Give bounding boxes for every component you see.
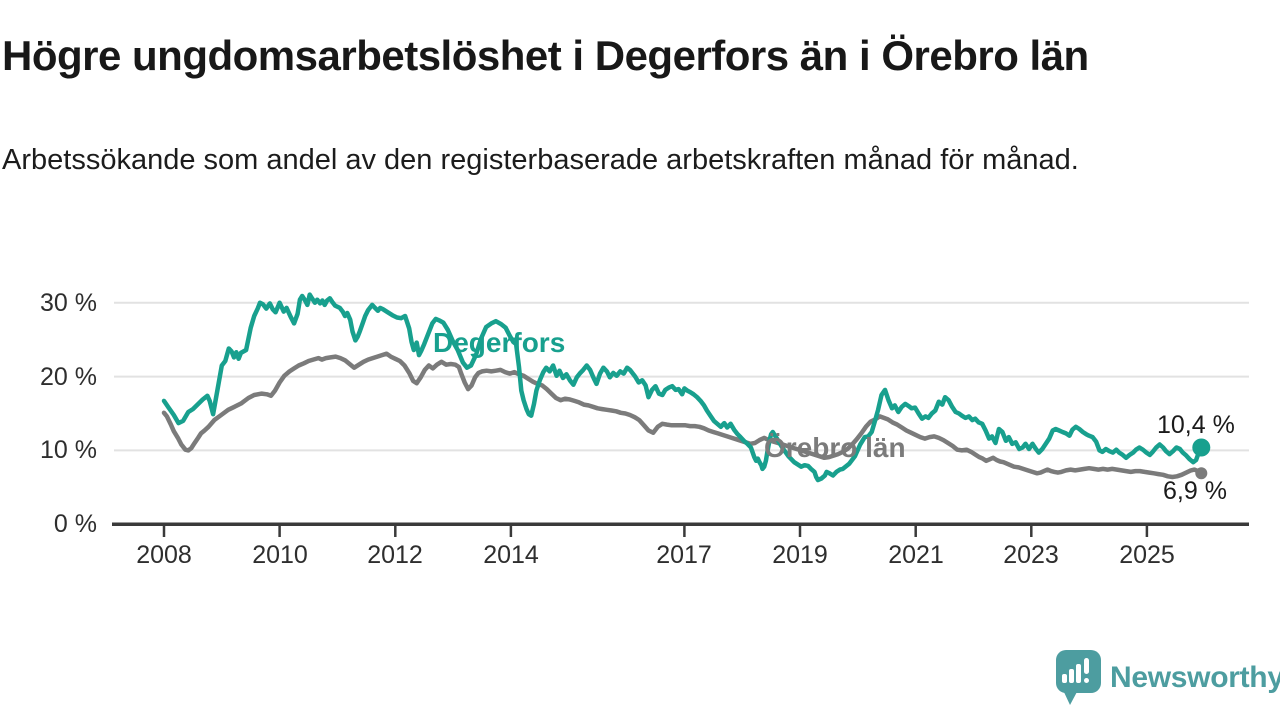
end-value-label-orebro-lan: 6,9 % xyxy=(1163,477,1227,505)
chart-subtitle: Arbetssökande som andel av den registerb… xyxy=(2,144,1079,176)
x-axis-tick-label: 2012 xyxy=(367,541,423,569)
page-title: Högre ungdomsarbetslöshet i Degerfors än… xyxy=(2,32,1089,79)
newsworthy-logo-icon xyxy=(1056,650,1101,705)
series-label-orebro-lan: Örebro län xyxy=(764,432,906,463)
newsworthy-logo-text: Newsworthy xyxy=(1110,661,1280,694)
end-value-label-degerfors: 10,4 % xyxy=(1157,411,1235,439)
x-axis-tick-label: 2023 xyxy=(1003,541,1059,569)
y-axis-tick-label: 30 % xyxy=(40,289,97,317)
x-axis-tick-label: 2021 xyxy=(888,541,944,569)
x-axis-tick-label: 2019 xyxy=(772,541,828,569)
end-dot-degerfors xyxy=(1192,438,1211,457)
y-axis-tick-label: 0 % xyxy=(53,510,97,538)
end-dot-orebro-lan xyxy=(1195,467,1208,480)
y-axis-tick-label: 10 % xyxy=(40,436,97,464)
x-axis-tick-label: 2010 xyxy=(252,541,308,569)
series-line-degerfors xyxy=(161,292,1204,483)
series-line-orebro-lan xyxy=(161,351,1204,480)
newsworthy-logo: Newsworthy xyxy=(1055,650,1280,706)
x-axis-tick-label: 2008 xyxy=(136,541,192,569)
y-axis-tick-label: 20 % xyxy=(40,363,97,391)
series-label-degerfors: Degerfors xyxy=(433,327,566,358)
x-axis-tick-label: 2025 xyxy=(1119,541,1175,569)
x-axis-tick-label: 2017 xyxy=(656,541,712,569)
x-axis-tick-label: 2014 xyxy=(483,541,539,569)
